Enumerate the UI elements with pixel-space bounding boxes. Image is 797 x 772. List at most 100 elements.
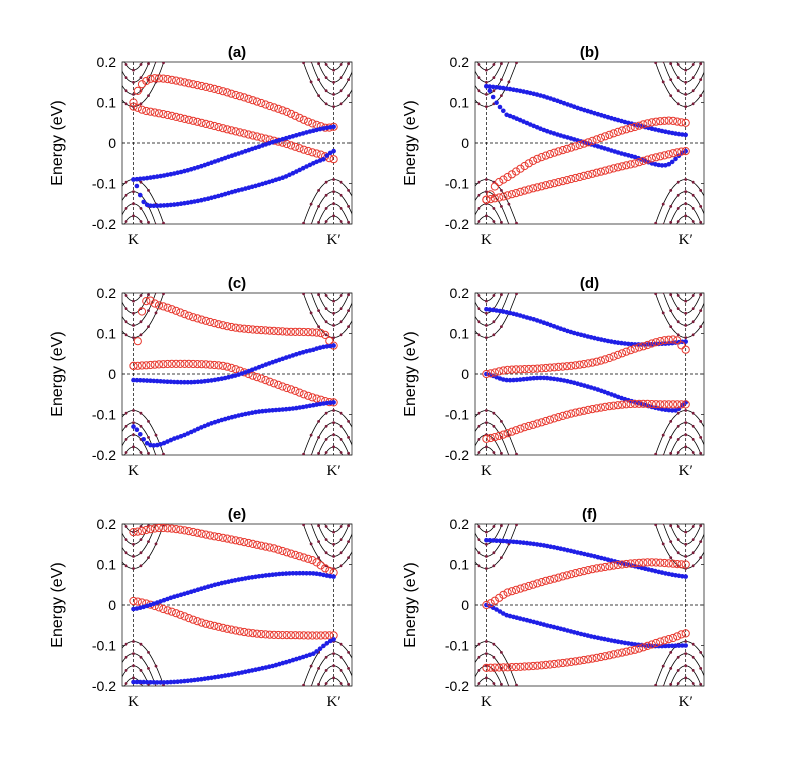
bulk-band-point (102, 469, 105, 472)
data-point (158, 173, 163, 179)
data-point (567, 409, 576, 418)
data-point (529, 156, 538, 165)
data-point (253, 574, 258, 580)
bulk-band-point (355, 501, 358, 504)
bulk-bands (470, 62, 704, 247)
data-point (158, 203, 163, 208)
data-point (551, 376, 557, 382)
bulk-band-point (309, 542, 313, 546)
bulk-band-point (662, 454, 665, 455)
data-point (308, 328, 317, 337)
data-point (681, 345, 690, 354)
bulk-band-point (714, 684, 717, 687)
data-point (311, 651, 316, 656)
data-point (210, 621, 219, 630)
bulk-band-point (355, 312, 358, 315)
data-point (651, 117, 661, 126)
data-point (218, 361, 227, 370)
data-point (295, 113, 304, 122)
bulk-band-point (162, 469, 165, 472)
y-tick-label: -0.2 (445, 216, 469, 232)
data-point (545, 150, 555, 159)
bulk-band-point (302, 441, 305, 444)
y-tick-label: 0.1 (97, 326, 117, 342)
data-point (329, 155, 338, 164)
bulk-band-point (515, 469, 518, 472)
bulk-band-point (147, 556, 150, 559)
data-point (142, 76, 151, 86)
bulk-band-point (139, 424, 143, 428)
bulk-band-point (699, 293, 703, 297)
data-point (291, 631, 300, 640)
bulk-band-point (662, 480, 665, 483)
bulk-band-point (339, 642, 343, 646)
bulk-band-point (347, 46, 350, 49)
bulk-band-point (339, 564, 343, 568)
data-point (533, 183, 542, 192)
series-2 (484, 371, 688, 413)
data-point (163, 75, 172, 84)
bulk-band-point (347, 420, 350, 423)
bulk-band-point (124, 307, 128, 310)
data-point (193, 360, 202, 369)
y-tick-label: -0.1 (92, 407, 116, 423)
y-tick-label: -0.1 (445, 176, 469, 192)
bulk-band-point (676, 180, 680, 184)
data-point (596, 356, 606, 365)
bulk-band-point (139, 333, 143, 337)
data-point (677, 341, 686, 350)
bulk-band-line (676, 62, 696, 71)
bulk-band-point (110, 706, 113, 709)
data-point (144, 175, 150, 181)
series-3 (482, 558, 690, 610)
bulk-band-point (317, 682, 320, 686)
data-point (193, 528, 202, 537)
bulk-band-point (339, 307, 343, 310)
bulk-band-point (470, 205, 473, 208)
bulk-band-point (147, 62, 150, 66)
bulk-band-point (102, 304, 105, 307)
data-point (210, 532, 219, 541)
data-point (316, 631, 325, 640)
bulk-band-point (117, 293, 120, 296)
bulk-band-point (691, 102, 695, 106)
bulk-band-point (492, 564, 496, 568)
bulk-band-point (339, 63, 343, 66)
data-point (151, 680, 157, 685)
bulk-band-point (355, 81, 358, 84)
bulk-band-point (124, 193, 128, 197)
bulk-band-point (339, 294, 343, 297)
data-point (545, 180, 555, 189)
bulk-band-point (470, 309, 473, 312)
y-axis-label: Energy (eV) (49, 562, 66, 647)
data-point (158, 680, 163, 685)
data-point (163, 359, 172, 369)
data-point (180, 114, 189, 124)
data-point (189, 359, 198, 369)
bulk-band-point (310, 480, 313, 483)
data-point (168, 679, 174, 685)
bulk-band-point (124, 180, 128, 184)
bulk-band-point (455, 469, 458, 472)
bulk-band-point (662, 244, 665, 247)
data-point (520, 662, 529, 671)
bulk-band-point (676, 294, 680, 297)
data-point (172, 525, 181, 534)
data-point (545, 575, 555, 584)
data-point (142, 297, 151, 306)
data-point (635, 343, 644, 352)
data-point (146, 525, 155, 534)
data-point (299, 390, 308, 399)
data-point (129, 102, 138, 111)
data-point (175, 201, 180, 207)
data-point (324, 400, 330, 406)
data-point (235, 537, 244, 546)
bulk-band-point (492, 655, 496, 659)
y-tick-label: -0.1 (92, 176, 116, 192)
data-point (286, 385, 296, 394)
data-point (497, 104, 503, 110)
data-point (246, 575, 252, 581)
data-point (639, 643, 648, 652)
data-point (567, 570, 576, 579)
data-point (282, 631, 291, 640)
